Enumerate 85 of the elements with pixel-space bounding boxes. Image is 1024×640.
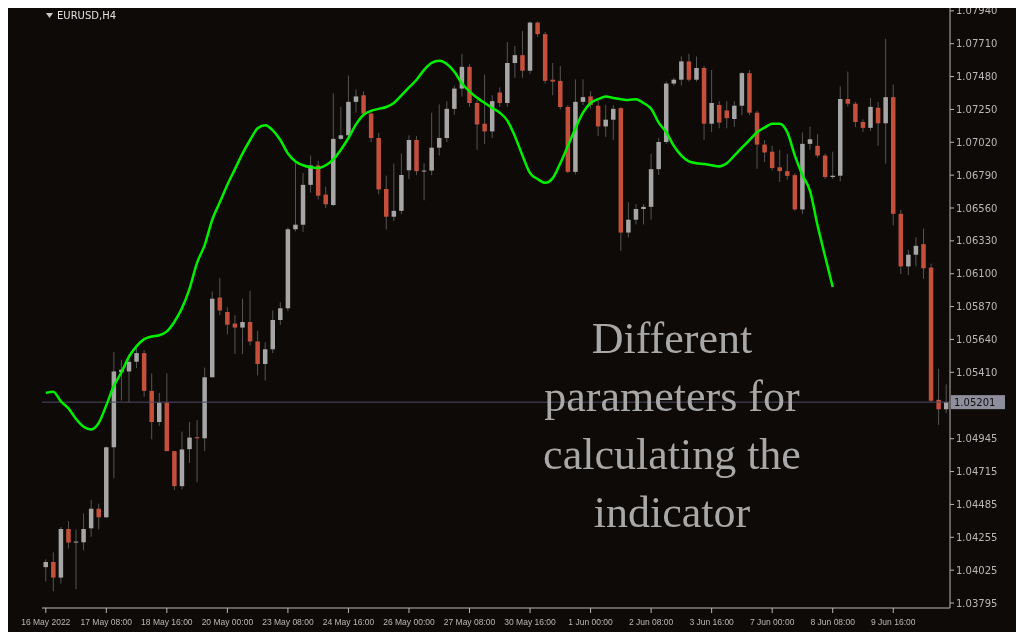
y-tick-label: 1.06100: [956, 268, 998, 280]
candlestick: [51, 551, 56, 592]
candlestick: [686, 53, 692, 83]
candlestick: [66, 520, 71, 549]
x-tick-label: 3 Jun 16:00: [689, 617, 735, 627]
candlestick: [323, 186, 328, 209]
x-tick-label: 9 Jun 16:00: [871, 617, 916, 627]
candlestick: [679, 55, 684, 87]
x-tick-label: 17 May 08:00: [80, 617, 133, 627]
candlestick: [716, 100, 722, 129]
candlestick: [913, 236, 919, 267]
candlestick: [225, 306, 230, 335]
candlestick: [429, 112, 434, 176]
candlestick: [807, 126, 813, 151]
candlestick: [278, 301, 283, 326]
candlestick: [134, 347, 139, 369]
candlestick: [785, 153, 790, 181]
x-tick-label: 24 May 16:00: [322, 617, 375, 627]
candlestick: [641, 203, 646, 225]
candlestick: [694, 55, 699, 83]
annotation: Different parameters for calculating the indicator: [542, 313, 802, 539]
candlestick: [603, 104, 608, 138]
x-tick-label: 8 Jun 08:00: [810, 617, 856, 627]
y-tick-label: 1.04485: [956, 498, 998, 510]
y-tick-label: 1.07250: [956, 103, 998, 115]
candlestick: [815, 133, 820, 159]
candlestick: [293, 162, 298, 232]
y-tick-label: 1.06560: [956, 202, 998, 214]
candlestick: [255, 330, 260, 376]
ref-line-label: 1.05201: [954, 397, 996, 409]
y-tick-label: 1.05410: [956, 366, 998, 378]
x-tick-label: 30 May 16:00: [504, 617, 557, 627]
x-tick-label: 20 May 00:00: [201, 617, 254, 627]
candlestick: [762, 139, 767, 163]
x-tick-label: 23 May 08:00: [262, 617, 314, 627]
candlestick: [81, 512, 86, 551]
y-tick-label: 1.05870: [956, 301, 998, 313]
y-tick-label: 1.03795: [956, 597, 998, 609]
y-tick-label: 1.06790: [956, 169, 998, 181]
candlestick: [611, 104, 616, 141]
y-tick-label: 1.04945: [956, 433, 998, 445]
y-tick-label: 1.04715: [956, 466, 998, 478]
x-tick-label: 7 Jun 00:00: [749, 617, 795, 627]
x-tick-label: 26 May 00:00: [383, 617, 435, 627]
line-series: [44, 59, 834, 431]
y-tick-label: 1.04255: [956, 531, 998, 543]
candlestick: [724, 100, 730, 129]
candlestick: [452, 85, 457, 116]
x-tick-label: 27 May 08:00: [443, 617, 496, 627]
candlestick: [777, 149, 782, 183]
candlestick: [845, 71, 851, 108]
y-tick-label: 1.07710: [956, 38, 998, 50]
y-tick-label: 1.07480: [956, 71, 998, 83]
candlestick: [512, 45, 518, 79]
candlestick: [262, 341, 268, 381]
candlestick: [550, 62, 555, 96]
candlestick: [732, 100, 737, 128]
candlestick: [868, 97, 873, 132]
candlestick: [709, 69, 714, 133]
x-tick-label: 1 Jun 00:00: [568, 617, 614, 627]
y-tick-label: 1.06330: [956, 235, 998, 247]
candlestick: [436, 103, 442, 157]
candlestick: [96, 503, 101, 530]
candlestick: [520, 30, 525, 79]
candlestick: [626, 201, 631, 238]
candlestick: [187, 421, 192, 464]
x-tick-label: 2 Jun 08:00: [628, 617, 674, 627]
candlestick: [391, 163, 397, 222]
candlestick: [853, 101, 858, 128]
candlestick: [906, 249, 911, 276]
y-tick-label: 1.04025: [956, 564, 998, 576]
chart-title: EURUSD,H4: [57, 10, 117, 21]
candlestick: [353, 88, 359, 114]
candlestick: [308, 155, 313, 194]
candlestick: [633, 203, 639, 225]
candlestick: [482, 74, 487, 145]
x-tick-label: 16 May 2022: [21, 617, 71, 627]
x-tick-label: 18 May 16:00: [141, 617, 193, 627]
y-tick-label: 1.05640: [956, 333, 998, 345]
y-tick-label: 1.07020: [956, 136, 998, 148]
candlestick: [580, 78, 586, 106]
candlestick: [240, 298, 245, 355]
candlestick: [860, 118, 866, 133]
candlestick: [157, 392, 162, 427]
candlestick: [338, 106, 344, 141]
